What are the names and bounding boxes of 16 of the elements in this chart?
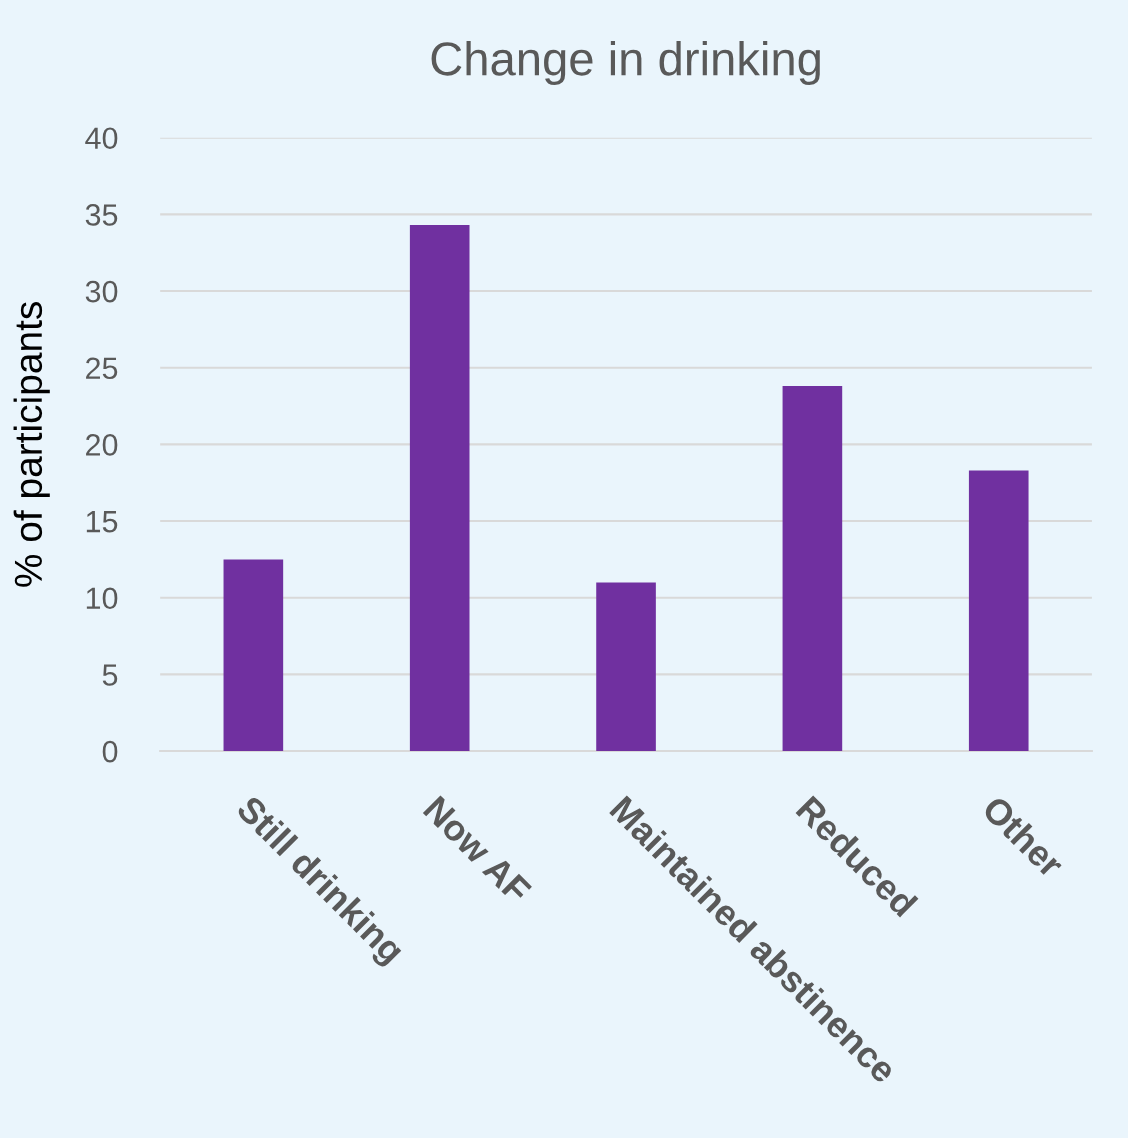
- y-tick-label: 35: [85, 204, 118, 226]
- bar: [596, 582, 656, 752]
- y-tick-label: 15: [86, 511, 118, 533]
- bar: [409, 225, 470, 752]
- y-tick-label: 25: [86, 357, 118, 380]
- y-tick-label: 40: [85, 127, 118, 150]
- y-tick-label: 5: [102, 664, 118, 686]
- bar: [968, 470, 1029, 752]
- bar: [782, 386, 843, 752]
- y-tick-label: 10: [86, 587, 118, 610]
- y-axis-title: % of participants: [13, 302, 50, 587]
- bar: [223, 559, 284, 752]
- chart-title: Change in drinking: [431, 40, 820, 85]
- y-tick-label: 30: [85, 280, 118, 303]
- y-tick-label: 20: [86, 434, 118, 456]
- y-tick-label: 0: [102, 740, 118, 763]
